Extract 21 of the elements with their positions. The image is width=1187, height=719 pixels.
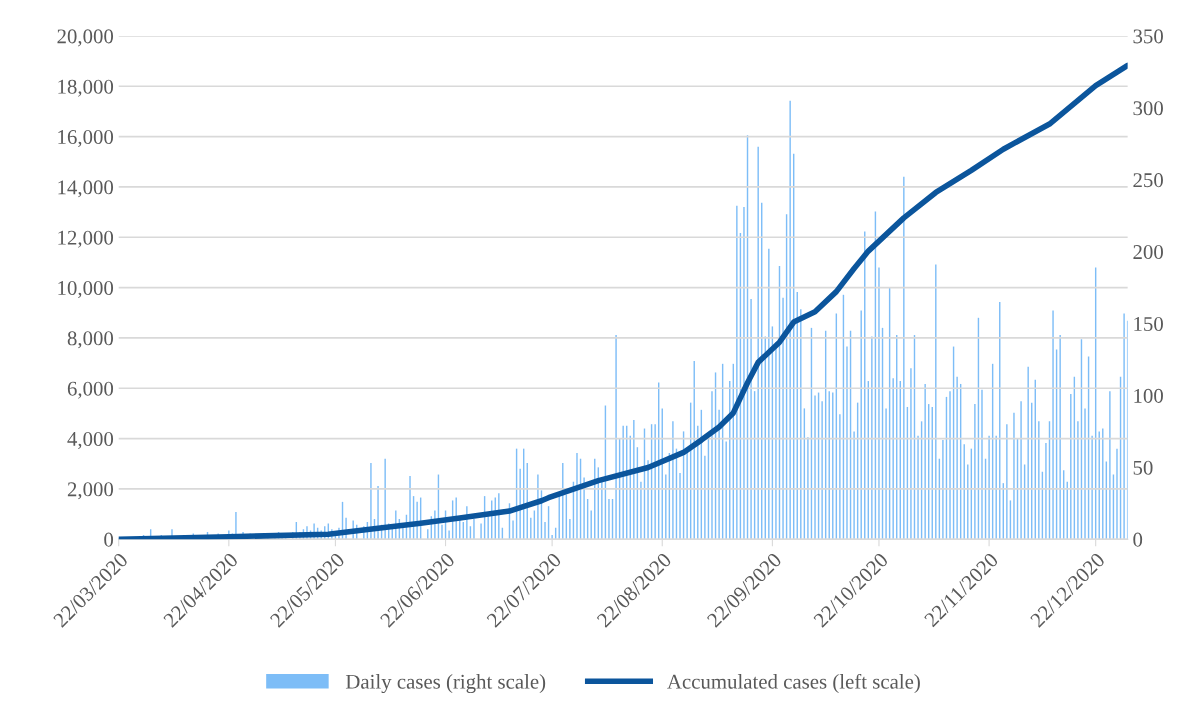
y2-tick-label: 100 [1134, 388, 1163, 403]
y2-tick-label: 0 [1133, 532, 1143, 547]
y-tick-label: 6,000 [67, 381, 114, 399]
y-tick-label: 10,000 [58, 280, 114, 299]
y2-tick-label: 50 [1133, 460, 1153, 475]
y-tick-label: 12,000 [58, 230, 114, 248]
y2-tick-label: 150 [1134, 316, 1163, 331]
y-tick-label: 14,000 [58, 180, 114, 198]
y-tick-label: 8,000 [67, 331, 114, 349]
y2-tick-label: 300 [1133, 101, 1163, 116]
y-tick-label: 0 [104, 532, 114, 547]
y-tick-label: 16,000 [58, 129, 114, 148]
y2-tick-label: 350 [1133, 29, 1163, 44]
y-tick-label: 20,000 [57, 29, 114, 47]
legend-label: Accumulated cases (left scale) [667, 673, 920, 693]
y-tick-label: 18,000 [58, 79, 114, 97]
y2-tick-label: 250 [1133, 173, 1163, 188]
y-tick-label: 2,000 [67, 482, 114, 500]
legend-label: Daily cases (right scale) [345, 674, 546, 694]
y-tick-label: 4,000 [67, 431, 114, 450]
y2-tick-label: 200 [1133, 245, 1163, 260]
